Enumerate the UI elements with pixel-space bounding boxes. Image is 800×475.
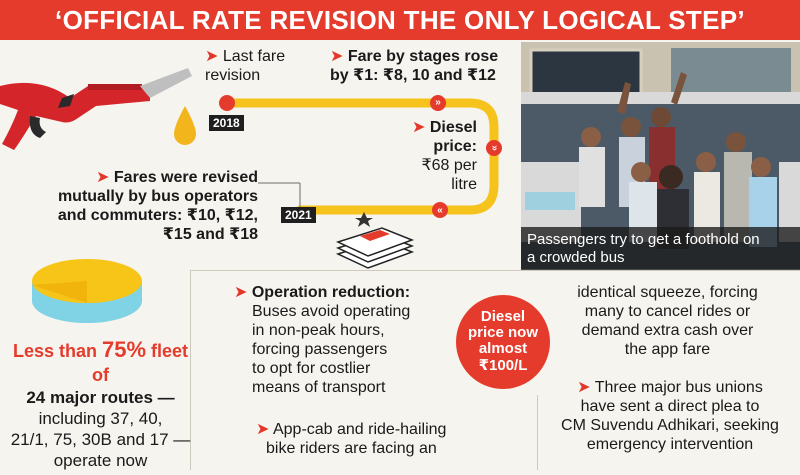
timeline-track — [223, 98, 499, 215]
operation-line1: Buses avoid operating — [252, 303, 411, 320]
diesel-price-badge: Diesel price now almost ₹100/L — [456, 295, 550, 389]
fleet-prefix: Less than — [12, 341, 102, 361]
revised-line2: mutually by bus operators — [57, 188, 258, 205]
fleet-percent-line: Less than 75% fleet of — [8, 338, 193, 387]
unions-line4: emergency intervention — [586, 436, 754, 453]
start-marker — [219, 95, 235, 111]
operation-line2: in non-peak hours, — [252, 322, 385, 339]
squeeze-line2: many to cancel rides or — [584, 303, 751, 320]
app-cab-note: ➤ App-cab and ride-hailing bike riders a… — [256, 420, 496, 458]
fuel-nozzle-icon — [0, 68, 192, 150]
fare-stages-line2: by ₹1: ₹8, 10 and ₹12 — [330, 67, 496, 84]
diesel-line4: litre — [451, 176, 477, 193]
arrow-marker-icon: ➤ — [412, 119, 426, 136]
operation-line5: means of transport — [252, 379, 386, 396]
unions-line2: have sent a direct plea to — [580, 398, 760, 415]
badge-line4: ₹100/L — [478, 357, 528, 374]
revised-line3: and commuters: ₹10, ₹12, — [57, 207, 258, 224]
caption-line2: a crowded bus — [527, 249, 625, 266]
squeeze-line1: identical squeeze, forcing — [577, 284, 758, 301]
chevron-down-icon: » — [486, 140, 502, 156]
fare-stages-note: ➤ Fare by stages rose by ₹1: ₹8, 10 and … — [330, 47, 498, 85]
operation-heading: Operation reduction: — [251, 284, 411, 301]
appcab-line1: App-cab and ride-hailing — [272, 421, 447, 438]
diesel-line1: Diesel — [429, 119, 477, 136]
headline: ‘OFFICIAL RATE REVISION THE ONLY LOGICAL… — [55, 4, 745, 35]
badge-line1: Diesel — [480, 308, 526, 325]
fleet-line1: 24 major routes — — [26, 388, 175, 407]
fleet-suffix: fleet of — [92, 341, 189, 385]
last-fare-line1: Last fare — [222, 48, 286, 65]
diesel-price-note: ➤ Diesel price: ₹68 per litre — [405, 118, 477, 194]
fleet-line3: 21/1, 75, 30B and 17 — — [10, 430, 191, 449]
operation-reduction-note: ➤ Operation reduction: Buses avoid opera… — [234, 283, 464, 397]
fares-revised-note: ➤ Fares were revised mutually by bus ope… — [40, 168, 258, 244]
diesel-line2: price: — [433, 138, 477, 155]
fleet-line2: including 37, 40, — [38, 409, 163, 428]
horizontal-divider — [190, 270, 800, 271]
pie-chart-icon — [32, 259, 142, 323]
unions-line1: Three major bus unions — [594, 379, 763, 396]
revised-line1: Fares were revised — [113, 169, 258, 186]
identical-squeeze-note: identical squeeze, forcing many to cance… — [540, 283, 795, 359]
vertical-divider-right — [537, 395, 538, 470]
year-2018-label: 2018 — [209, 115, 244, 131]
arrow-marker-icon: ➤ — [96, 169, 110, 186]
fleet-summary: Less than 75% fleet of 24 major routes —… — [8, 338, 193, 471]
appcab-line2: bike riders are facing an — [266, 440, 437, 457]
operation-line4: to opt for costlier — [252, 360, 371, 377]
fleet-line4: operate now — [53, 451, 148, 470]
year-2021-label: 2021 — [281, 207, 316, 223]
headline-banner: ‘OFFICIAL RATE REVISION THE ONLY LOGICAL… — [0, 0, 800, 40]
arrow-marker-icon: ➤ — [330, 48, 344, 65]
operation-line3: forcing passengers — [252, 341, 388, 358]
arrow-marker-icon: ➤ — [577, 379, 591, 396]
chevron-right-icon: » — [430, 95, 446, 111]
chevron-left-icon: » — [432, 202, 448, 218]
money-stack-icon — [335, 212, 415, 269]
arrow-marker-icon: ➤ — [234, 284, 248, 301]
badge-line2: price now — [467, 324, 538, 341]
fleet-percent: 75% — [101, 337, 147, 362]
diesel-line3: ₹68 per — [421, 157, 477, 174]
fare-stages-line1: Fare by stages rose — [347, 48, 499, 65]
unions-line3: CM Suvendu Adhikari, seeking — [561, 417, 779, 434]
arrow-marker-icon: ➤ — [256, 421, 270, 438]
caption-line1: Passengers try to get a foothold on — [527, 231, 760, 248]
photo-caption: Passengers try to get a foothold on a cr… — [521, 227, 800, 271]
last-fare-line2: revision — [205, 67, 261, 84]
squeeze-line4: the app fare — [624, 341, 711, 358]
last-fare-revision-note: ➤ Last fare revision — [205, 47, 285, 85]
arrow-marker-icon: ➤ — [205, 48, 219, 65]
vertical-divider-left — [190, 270, 191, 470]
fuel-drop-icon — [174, 106, 196, 145]
badge-line3: almost — [478, 340, 528, 357]
bus-unions-note: ➤ Three major bus unions have sent a dir… — [545, 378, 795, 454]
squeeze-line3: demand extra cash over — [581, 322, 754, 339]
revised-line4: ₹15 and ₹18 — [162, 226, 258, 243]
